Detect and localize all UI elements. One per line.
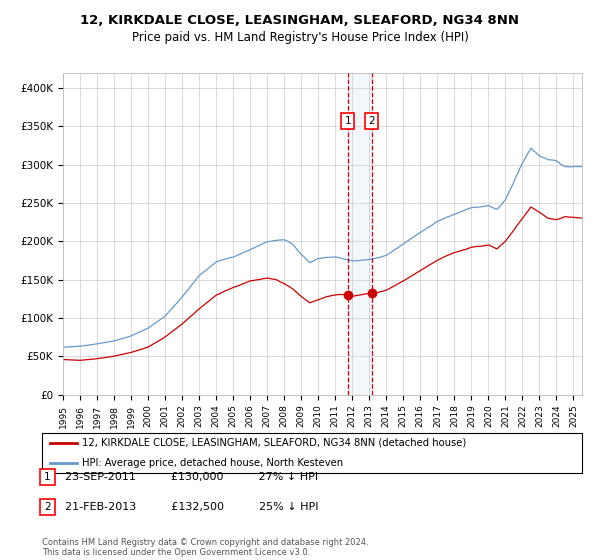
Text: 12, KIRKDALE CLOSE, LEASINGHAM, SLEAFORD, NG34 8NN (detached house): 12, KIRKDALE CLOSE, LEASINGHAM, SLEAFORD… (83, 438, 467, 448)
Text: 2: 2 (44, 502, 51, 512)
Text: 21-FEB-2013          £132,500          25% ↓ HPI: 21-FEB-2013 £132,500 25% ↓ HPI (65, 502, 319, 512)
Text: HPI: Average price, detached house, North Kesteven: HPI: Average price, detached house, Nort… (83, 458, 344, 468)
FancyBboxPatch shape (40, 499, 55, 515)
FancyBboxPatch shape (40, 469, 55, 485)
Text: 1: 1 (344, 116, 351, 126)
FancyBboxPatch shape (42, 433, 582, 473)
Text: Price paid vs. HM Land Registry's House Price Index (HPI): Price paid vs. HM Land Registry's House … (131, 31, 469, 44)
Text: 23-SEP-2011          £130,000          27% ↓ HPI: 23-SEP-2011 £130,000 27% ↓ HPI (65, 472, 318, 482)
Text: 12, KIRKDALE CLOSE, LEASINGHAM, SLEAFORD, NG34 8NN: 12, KIRKDALE CLOSE, LEASINGHAM, SLEAFORD… (80, 14, 520, 27)
Bar (347, 73, 371, 395)
Text: 2: 2 (368, 116, 375, 126)
Text: Contains HM Land Registry data © Crown copyright and database right 2024.
This d: Contains HM Land Registry data © Crown c… (42, 538, 368, 557)
Text: 1: 1 (44, 472, 51, 482)
